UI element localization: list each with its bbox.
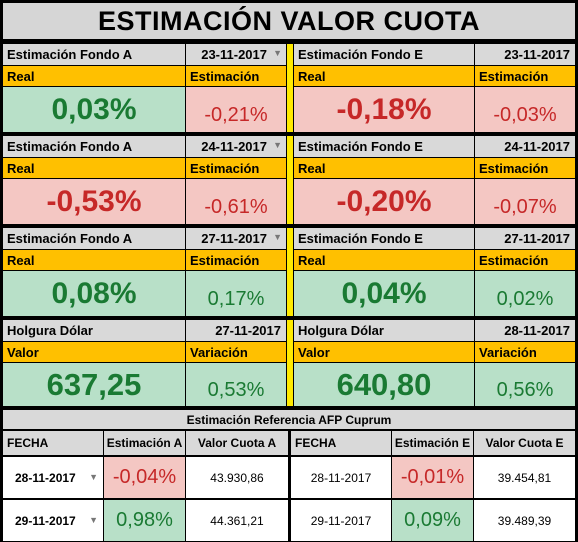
fondo-left-panel: Estimación Fondo A 27-11-2017 ▼ Real Est… bbox=[3, 228, 286, 316]
real-label: Real bbox=[3, 66, 185, 86]
divider bbox=[287, 320, 293, 406]
date-select[interactable]: 24-11-2017 ▼ bbox=[186, 136, 286, 157]
dolar-right-label: Holgura Dólar bbox=[294, 320, 474, 341]
real-value: 0,08% bbox=[3, 271, 185, 316]
estimacion-value: 0,02% bbox=[475, 271, 575, 316]
fecha-a-select[interactable]: 28-11-2017 ▼ bbox=[3, 457, 103, 498]
date-value: 24-11-2017 bbox=[504, 139, 570, 154]
fondo-label: Estimación Fondo A bbox=[3, 228, 185, 249]
estimation-block: Estimación Fondo A 27-11-2017 ▼ Real Est… bbox=[3, 228, 575, 316]
real-value: -0,53% bbox=[3, 179, 185, 224]
ref-header: FECHA bbox=[291, 431, 391, 455]
date-select[interactable]: 24-11-2017 bbox=[475, 136, 575, 157]
dolar-left-var-label: Variación bbox=[186, 342, 286, 362]
fecha-a-select[interactable]: 29-11-2017 ▼ bbox=[3, 500, 103, 541]
chevron-down-icon[interactable]: ▼ bbox=[89, 515, 98, 525]
fondo-label: Estimación Fondo A bbox=[3, 136, 185, 157]
fondo-right-panel: Estimación Fondo E 24-11-2017 Real Estim… bbox=[294, 136, 575, 224]
ref-header: Estimación E bbox=[392, 431, 473, 455]
fondo-right-panel: Estimación Fondo E 23-11-2017 Real Estim… bbox=[294, 44, 575, 132]
estimacion-a-value: -0,04% bbox=[104, 457, 185, 498]
chevron-down-icon[interactable]: ▼ bbox=[273, 48, 282, 58]
fondo-label: Estimación Fondo E bbox=[294, 44, 474, 65]
real-label: Real bbox=[294, 66, 474, 86]
fondo-left-panel: Estimación Fondo A 23-11-2017 ▼ Real Est… bbox=[3, 44, 286, 132]
estimacion-value: -0,21% bbox=[186, 87, 286, 132]
ref-header: FECHA bbox=[3, 431, 103, 455]
ref-divider bbox=[288, 431, 291, 541]
estimacion-a-value: 0,98% bbox=[104, 500, 185, 541]
dolar-left-valor-label: Valor bbox=[3, 342, 185, 362]
dolar-block: Holgura Dólar 27-11-2017 Valor Variación… bbox=[3, 320, 575, 406]
divider bbox=[287, 136, 293, 224]
date-select[interactable]: 23-11-2017 ▼ bbox=[186, 44, 286, 65]
dolar-right: Holgura Dólar 28-11-2017 Valor Variación… bbox=[294, 320, 575, 406]
date-value: 27-11-2017 bbox=[504, 231, 570, 246]
valor-cuota-e-value: 39.454,81 bbox=[474, 457, 575, 498]
real-label: Real bbox=[3, 158, 185, 178]
dolar-left-date: 27-11-2017 bbox=[186, 320, 286, 341]
real-value: 0,04% bbox=[294, 271, 474, 316]
valor-cuota-a-value: 43.930,86 bbox=[186, 457, 288, 498]
dolar-right-variacion: 0,56% bbox=[475, 363, 575, 406]
estimacion-label: Estimación bbox=[475, 158, 575, 178]
estimacion-e-value: 0,09% bbox=[392, 500, 473, 541]
estimation-block: Estimación Fondo A 24-11-2017 ▼ Real Est… bbox=[3, 136, 575, 224]
date-value: 24-11-2017 bbox=[201, 139, 267, 154]
estimacion-value: -0,03% bbox=[475, 87, 575, 132]
dolar-right-date: 28-11-2017 bbox=[475, 320, 575, 341]
fondo-label: Estimación Fondo E bbox=[294, 136, 474, 157]
fecha-a-value: 29-11-2017 bbox=[15, 513, 76, 528]
dolar-left-valor: 637,25 bbox=[3, 363, 185, 406]
estimacion-label: Estimación bbox=[186, 158, 286, 178]
real-label: Real bbox=[3, 250, 185, 270]
date-value: 27-11-2017 bbox=[201, 231, 267, 246]
real-value: 0,03% bbox=[3, 87, 185, 132]
real-label: Real bbox=[294, 250, 474, 270]
ref-header: Valor Cuota A bbox=[186, 431, 288, 455]
fondo-label: Estimación Fondo A bbox=[3, 44, 185, 65]
chevron-down-icon[interactable]: ▼ bbox=[273, 140, 282, 150]
estimacion-label: Estimación bbox=[186, 66, 286, 86]
valor-cuota-e-value: 39.489,39 bbox=[474, 500, 575, 541]
dolar-right-valor: 640,80 bbox=[294, 363, 474, 406]
fondo-label: Estimación Fondo E bbox=[294, 228, 474, 249]
date-value: 23-11-2017 bbox=[201, 47, 267, 62]
estimacion-value: 0,17% bbox=[186, 271, 286, 316]
estimacion-value: -0,07% bbox=[475, 179, 575, 224]
ref-header: Estimación A bbox=[104, 431, 185, 455]
ref-header: Valor Cuota E bbox=[474, 431, 575, 455]
estimacion-label: Estimación bbox=[475, 250, 575, 270]
date-select[interactable]: 27-11-2017 bbox=[475, 228, 575, 249]
real-label: Real bbox=[294, 158, 474, 178]
chevron-down-icon[interactable]: ▼ bbox=[273, 232, 282, 242]
fecha-e-value: 29-11-2017 bbox=[291, 500, 391, 541]
page-title: ESTIMACIÓN VALOR CUOTA bbox=[3, 3, 575, 39]
estimation-block: Estimación Fondo A 23-11-2017 ▼ Real Est… bbox=[3, 44, 575, 132]
divider bbox=[287, 228, 293, 316]
dolar-left: Holgura Dólar 27-11-2017 Valor Variación… bbox=[3, 320, 286, 406]
estimacion-label: Estimación bbox=[475, 66, 575, 86]
valor-cuota-a-value: 44.361,21 bbox=[186, 500, 288, 541]
fondo-right-panel: Estimación Fondo E 27-11-2017 Real Estim… bbox=[294, 228, 575, 316]
fondo-left-panel: Estimación Fondo A 24-11-2017 ▼ Real Est… bbox=[3, 136, 286, 224]
date-select[interactable]: 27-11-2017 ▼ bbox=[186, 228, 286, 249]
dolar-left-label: Holgura Dólar bbox=[3, 320, 185, 341]
estimacion-label: Estimación bbox=[186, 250, 286, 270]
real-value: -0,18% bbox=[294, 87, 474, 132]
dolar-left-variacion: 0,53% bbox=[186, 363, 286, 406]
real-value: -0,20% bbox=[294, 179, 474, 224]
dolar-right-var-label: Variación bbox=[475, 342, 575, 362]
fecha-e-value: 28-11-2017 bbox=[291, 457, 391, 498]
dolar-right-valor-label: Valor bbox=[294, 342, 474, 362]
estimacion-value: -0,61% bbox=[186, 179, 286, 224]
estimacion-e-value: -0,01% bbox=[392, 457, 473, 498]
date-value: 23-11-2017 bbox=[504, 47, 570, 62]
date-select[interactable]: 23-11-2017 bbox=[475, 44, 575, 65]
fecha-a-value: 28-11-2017 bbox=[15, 470, 76, 485]
divider bbox=[287, 44, 293, 132]
chevron-down-icon[interactable]: ▼ bbox=[89, 472, 98, 482]
referencia-title: Estimación Referencia AFP Cuprum bbox=[3, 410, 575, 429]
